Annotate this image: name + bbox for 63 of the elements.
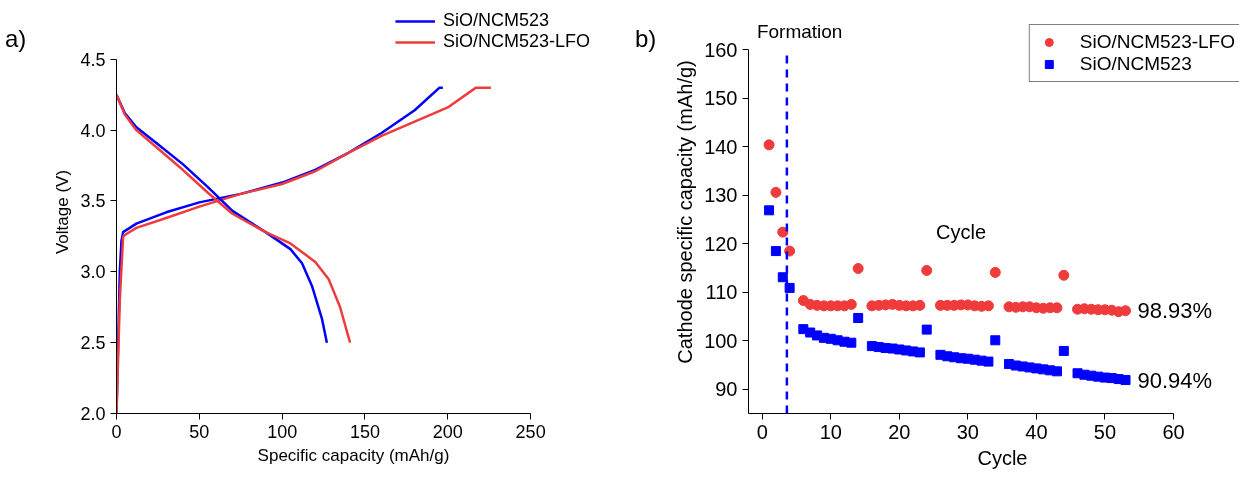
y-tick-label: 140 — [704, 135, 738, 158]
x-tick-label: 40 — [1025, 420, 1048, 443]
x-tick-label: 30 — [956, 420, 979, 443]
point — [784, 282, 795, 293]
x-tick-label: 0 — [756, 420, 768, 443]
point — [1120, 375, 1131, 386]
point — [990, 335, 1001, 346]
annotation: Cycle — [936, 220, 987, 243]
y-tick-label: 130 — [704, 184, 738, 207]
point — [763, 139, 775, 151]
x-axis-title: Cycle — [977, 446, 1028, 469]
x-tick-label: 60 — [1162, 420, 1185, 443]
point — [777, 226, 789, 238]
y-tick-label: 2.5 — [80, 333, 106, 354]
point — [1120, 305, 1132, 317]
legend-label: SiO/NCM523 — [1079, 53, 1192, 75]
y-tick-label: 2.0 — [80, 404, 106, 424]
point — [921, 264, 933, 276]
x-tick-label: 50 — [189, 421, 210, 442]
annotation: 98.93% — [1137, 298, 1213, 324]
x-tick-label: 100 — [267, 421, 298, 442]
point — [1058, 345, 1069, 356]
y-tick-label: 110 — [705, 281, 738, 304]
x-tick-label: 150 — [349, 421, 381, 442]
y-axis-title: Voltage (V) — [53, 169, 73, 255]
y-tick-label: 160 — [704, 38, 738, 61]
y-axis-title: Cathode specific capacity (mAh/g) — [674, 60, 697, 364]
y-tick-label: 3.0 — [80, 262, 106, 283]
y-tick-label: 4.0 — [80, 120, 106, 141]
legend-label: SiO/NCM523 — [442, 10, 549, 31]
y-tick-label: 90 — [715, 378, 738, 401]
x-tick-label: 20 — [888, 420, 911, 443]
y-tick-label: 120 — [704, 232, 738, 255]
text: b) — [635, 24, 657, 54]
point — [921, 324, 932, 335]
y-tick-label: 100 — [704, 329, 738, 352]
x-tick-label: 200 — [432, 421, 463, 442]
point — [770, 246, 781, 257]
point — [853, 312, 864, 323]
point — [1051, 366, 1062, 377]
point — [777, 272, 788, 283]
legend-label: SiO/NCM523-LFO — [442, 31, 590, 52]
x-tick-label: 0 — [111, 421, 122, 442]
x-tick-label: 250 — [515, 421, 546, 442]
point — [914, 347, 925, 358]
y-tick-label: 150 — [704, 87, 738, 110]
ref-line-label: Formation — [756, 20, 843, 42]
x-tick-label: 50 — [1093, 420, 1117, 443]
x-axis-title: Specific capacity (mAh/g) — [257, 445, 450, 465]
legend-label: SiO/NCM523-LFO — [1079, 31, 1235, 53]
point — [846, 337, 857, 348]
point — [1058, 269, 1070, 281]
point — [764, 205, 775, 216]
point — [983, 356, 994, 367]
annotation: 90.94% — [1137, 367, 1213, 393]
point — [784, 245, 796, 257]
y-tick-label: 3.5 — [80, 191, 106, 212]
point — [852, 263, 864, 274]
x-tick-label: 10 — [819, 420, 842, 443]
text: a) — [5, 24, 27, 54]
point — [770, 186, 782, 198]
y-tick-label: 4.5 — [80, 49, 106, 70]
point — [989, 266, 1001, 278]
